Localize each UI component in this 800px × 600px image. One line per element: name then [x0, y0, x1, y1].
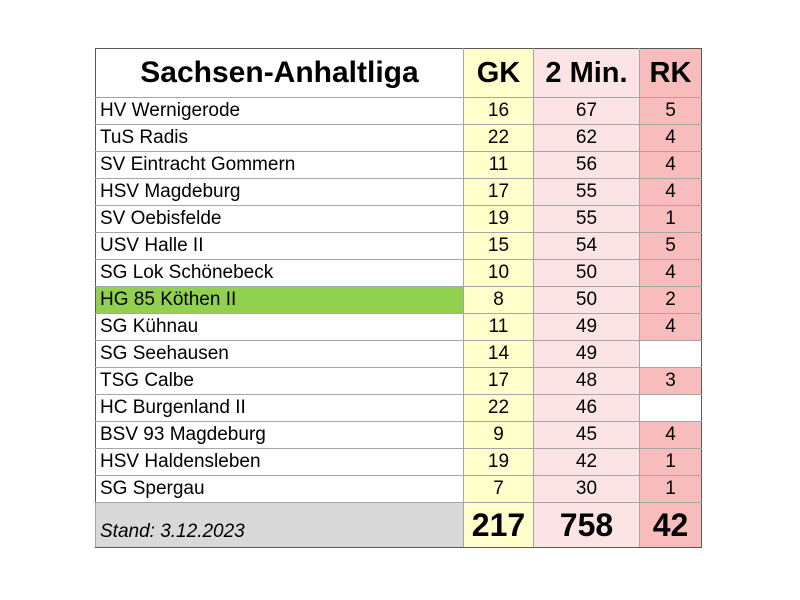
team-name-cell: HSV Magdeburg — [95, 178, 464, 206]
gk-cell: 17 — [463, 178, 534, 206]
table-row: BSV 93 Magdeburg 9 45 4 — [95, 421, 702, 449]
total-gk: 217 — [463, 502, 534, 548]
table-title: Sachsen-Anhaltliga — [95, 48, 464, 98]
two-min-cell: 50 — [533, 259, 640, 287]
two-min-cell: 67 — [533, 97, 640, 125]
column-header-gk: GK — [463, 48, 534, 98]
table-row: HSV Haldensleben 19 42 1 — [95, 448, 702, 476]
column-header-2min: 2 Min. — [533, 48, 640, 98]
rk-cell: 3 — [639, 367, 702, 395]
rk-cell: 4 — [639, 259, 702, 287]
table-row: HSV Magdeburg 17 55 4 — [95, 178, 702, 206]
two-min-cell: 55 — [533, 178, 640, 206]
column-header-rk: RK — [639, 48, 702, 98]
team-name-cell: HSV Haldensleben — [95, 448, 464, 476]
gk-cell: 11 — [463, 313, 534, 341]
table-row: SG Lok Schönebeck 10 50 4 — [95, 259, 702, 287]
team-name-cell: HG 85 Köthen II — [95, 286, 464, 314]
rk-cell: 1 — [639, 475, 702, 503]
team-rows: HV Wernigerode 16 67 5 TuS Radis 22 62 4 SV Eint… — [95, 97, 702, 503]
total-2min: 758 — [533, 502, 640, 548]
rk-cell: 4 — [639, 421, 702, 449]
rk-cell: 4 — [639, 178, 702, 206]
table-row: HV Wernigerode 16 67 5 — [95, 97, 702, 125]
rk-cell: 5 — [639, 232, 702, 260]
table-row: SV Eintracht Gommern 11 56 4 — [95, 151, 702, 179]
rk-cell: 5 — [639, 97, 702, 125]
rk-cell — [639, 394, 702, 422]
rk-cell: 2 — [639, 286, 702, 314]
gk-cell: 8 — [463, 286, 534, 314]
team-name-cell: SG Seehausen — [95, 340, 464, 368]
gk-cell: 10 — [463, 259, 534, 287]
two-min-cell: 62 — [533, 124, 640, 152]
team-name-cell: TSG Calbe — [95, 367, 464, 395]
table-row: TSG Calbe 17 48 3 — [95, 367, 702, 395]
penalty-stats-table: Sachsen-Anhaltliga GK 2 Min. RK HV Werni… — [95, 48, 702, 548]
rk-cell: 1 — [639, 205, 702, 233]
total-rk: 42 — [639, 502, 702, 548]
table-row: SG Kühnau 11 49 4 — [95, 313, 702, 341]
stand-date: Stand: 3.12.2023 — [95, 502, 464, 548]
table-row: SG Spergau 7 30 1 — [95, 475, 702, 503]
two-min-cell: 45 — [533, 421, 640, 449]
two-min-cell: 55 — [533, 205, 640, 233]
team-name-cell: SV Eintracht Gommern — [95, 151, 464, 179]
two-min-cell: 30 — [533, 475, 640, 503]
team-name-cell: SG Lok Schönebeck — [95, 259, 464, 287]
team-name-cell: SG Spergau — [95, 475, 464, 503]
team-name-cell: HV Wernigerode — [95, 97, 464, 125]
team-name-cell: TuS Radis — [95, 124, 464, 152]
gk-cell: 11 — [463, 151, 534, 179]
two-min-cell: 42 — [533, 448, 640, 476]
team-name-cell: USV Halle II — [95, 232, 464, 260]
table-row: TuS Radis 22 62 4 — [95, 124, 702, 152]
gk-cell: 7 — [463, 475, 534, 503]
table-row: SG Seehausen 14 49 — [95, 340, 702, 368]
rk-cell: 1 — [639, 448, 702, 476]
two-min-cell: 50 — [533, 286, 640, 314]
two-min-cell: 56 — [533, 151, 640, 179]
gk-cell: 17 — [463, 367, 534, 395]
rk-cell: 4 — [639, 124, 702, 152]
table-row: USV Halle II 15 54 5 — [95, 232, 702, 260]
gk-cell: 14 — [463, 340, 534, 368]
gk-cell: 16 — [463, 97, 534, 125]
table-row: HG 85 Köthen II 8 50 2 — [95, 286, 702, 314]
gk-cell: 19 — [463, 448, 534, 476]
team-name-cell: HC Burgenland II — [95, 394, 464, 422]
team-name-cell: BSV 93 Magdeburg — [95, 421, 464, 449]
rk-cell — [639, 340, 702, 368]
two-min-cell: 46 — [533, 394, 640, 422]
gk-cell: 22 — [463, 394, 534, 422]
rk-cell: 4 — [639, 313, 702, 341]
two-min-cell: 49 — [533, 313, 640, 341]
header-row: Sachsen-Anhaltliga GK 2 Min. RK — [95, 48, 702, 98]
gk-cell: 15 — [463, 232, 534, 260]
totals-row: Stand: 3.12.2023 217 758 42 — [95, 502, 702, 548]
team-name-cell: SG Kühnau — [95, 313, 464, 341]
team-name-cell: SV Oebisfelde — [95, 205, 464, 233]
rk-cell: 4 — [639, 151, 702, 179]
two-min-cell: 54 — [533, 232, 640, 260]
gk-cell: 19 — [463, 205, 534, 233]
gk-cell: 9 — [463, 421, 534, 449]
two-min-cell: 49 — [533, 340, 640, 368]
gk-cell: 22 — [463, 124, 534, 152]
table-row: HC Burgenland II 22 46 — [95, 394, 702, 422]
table-row: SV Oebisfelde 19 55 1 — [95, 205, 702, 233]
two-min-cell: 48 — [533, 367, 640, 395]
